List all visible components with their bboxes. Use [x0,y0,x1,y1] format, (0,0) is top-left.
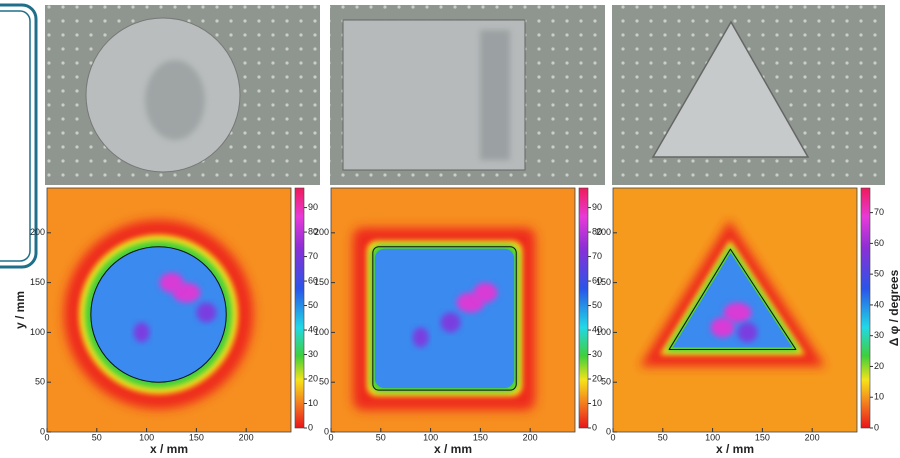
y-tick-label: 200 [30,227,45,237]
contour-plot [613,188,857,432]
y-tick-label: 200 [596,227,611,237]
colorbar-tick-label: 30 [874,330,884,340]
x-tick-label: 200 [523,432,538,442]
colorbar-tick-label: 30 [308,349,318,359]
colorbar-tick-label: 70 [592,251,602,261]
x-axis-label: x / mm [716,442,754,456]
contour-plot [47,188,291,432]
colorbar-tick-label: 0 [592,422,597,432]
contour-region [196,302,216,322]
x-axis-label: x / mm [434,442,472,456]
x-tick-label: 100 [423,432,438,442]
colorbar-tick-label: 10 [592,398,602,408]
colorbar [579,188,588,428]
y-tick-label: 0 [606,426,611,436]
contour-plot [331,188,575,432]
y-tick-label: 100 [30,327,45,337]
colorbar [295,188,304,428]
colorbar-tick-label: 0 [308,422,313,432]
frame [0,11,30,261]
colorbar-tick-label: 50 [592,300,602,310]
x-axis-label: x / mm [150,442,188,456]
colorbar-tick-label: 20 [874,361,884,371]
colorbar-tick-label: 70 [308,251,318,261]
x-tick-label: 50 [376,432,386,442]
contour-region [737,322,757,342]
photo [330,5,605,185]
x-tick-label: 50 [658,432,668,442]
x-tick-label: 150 [755,432,770,442]
x-tick-label: 200 [805,432,820,442]
contour-region [413,327,429,347]
colorbar [861,188,870,428]
x-tick-label: 200 [239,432,254,442]
y-tick-label: 0 [324,426,329,436]
y-tick-label: 100 [596,327,611,337]
contour-region [711,317,735,337]
y-tick-label: 200 [314,227,329,237]
photo [45,5,320,185]
y-tick-label: 150 [30,277,45,287]
y-tick-label: 50 [319,377,329,387]
y-tick-label: 50 [35,377,45,387]
colorbar-tick-label: 20 [308,373,318,383]
colorbar-tick-label: 30 [592,349,602,359]
contour-region [473,283,497,303]
page: {"chart_data": [ {"type": "contour", "xl… [0,0,900,458]
x-tick-label: 100 [139,432,154,442]
y-tick-label: 0 [40,426,45,436]
colorbar-tick-label: 0 [874,422,879,432]
contour-region [441,312,461,332]
figure: 050100150200050100150200x / mmy / mm0102… [0,0,900,458]
contour-region [159,273,183,293]
x-tick-label: 150 [189,432,204,442]
y-tick-label: 150 [596,277,611,287]
colorbar-tick-label: 40 [874,299,884,309]
x-tick-label: 50 [92,432,102,442]
y-tick-label: 100 [314,327,329,337]
y-axis-label: y / mm [13,291,27,329]
contour-region [134,322,150,342]
colorbar-tick-label: 70 [874,207,884,217]
colorbar-tick-label: 50 [308,300,318,310]
y-tick-label: 150 [314,277,329,287]
colorbar-tick-label: 60 [874,238,884,248]
y-tick-label: 50 [601,377,611,387]
colorbar-tick-label: 90 [592,202,602,212]
x-tick-label: 0 [44,432,49,442]
x-tick-label: 100 [705,432,720,442]
colorbar-tick-label: 10 [874,392,884,402]
colorbar-tick-label: 50 [874,269,884,279]
x-tick-label: 150 [473,432,488,442]
photo [612,5,885,185]
colorbar-tick-label: 10 [308,398,318,408]
x-tick-label: 0 [610,432,615,442]
colorbar-tick-label: 90 [308,202,318,212]
colorbar-label: Δ φ / degrees [887,269,900,346]
x-tick-label: 0 [328,432,333,442]
